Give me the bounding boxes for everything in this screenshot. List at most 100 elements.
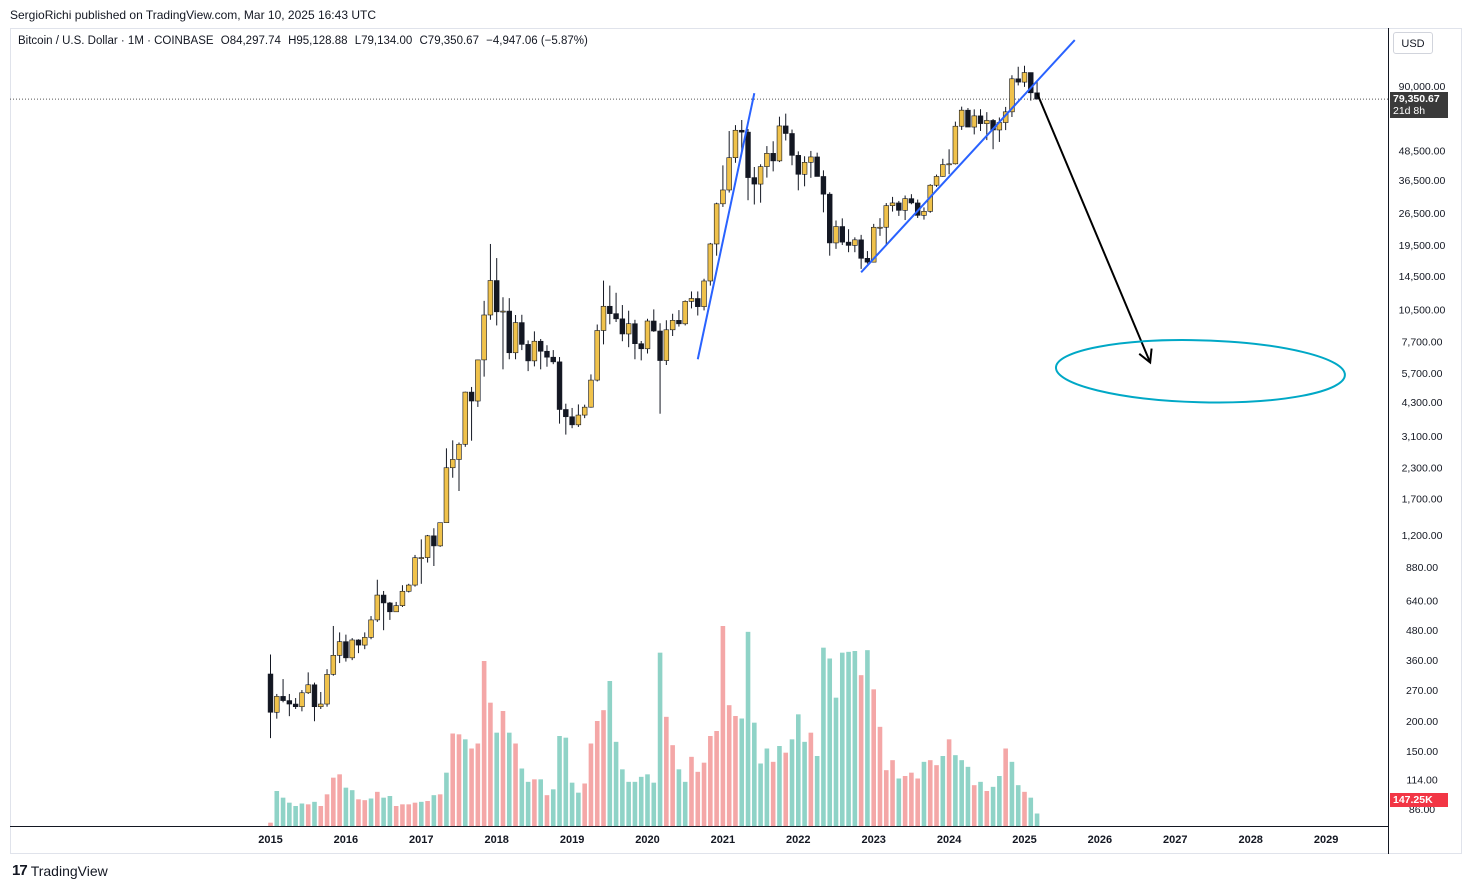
candle-body: [663, 329, 670, 361]
candle-body: [839, 226, 845, 243]
candle-body: [638, 343, 644, 350]
candle-body: [795, 155, 802, 175]
volume-bar: [557, 736, 562, 826]
price-tick-label: 150.00: [1406, 746, 1438, 758]
volume-bar: [745, 631, 751, 826]
volume-bar: [287, 802, 292, 826]
volume-bar: [846, 651, 851, 826]
volume-bar: [544, 795, 550, 826]
currency-button[interactable]: USD: [1393, 32, 1433, 54]
candle-body: [713, 203, 720, 245]
volume-bar: [676, 769, 682, 826]
candle-body: [921, 211, 927, 216]
candle-body: [481, 314, 487, 361]
volume-bar: [833, 697, 839, 826]
volume-bar: [293, 806, 298, 826]
volume-bar: [883, 770, 889, 826]
volume-bar: [550, 789, 556, 826]
volume-bar: [563, 737, 569, 826]
candle-body: [525, 344, 531, 362]
time-axis: 2015 2016 2017 2018 2019 2020 2021 2022 2023 2024…: [258, 834, 1338, 846]
volume-bar: [613, 741, 619, 826]
volume-bar: [921, 761, 927, 826]
candle-body: [1034, 92, 1040, 100]
volume-bar: [733, 716, 738, 826]
volume-bar: [462, 739, 468, 826]
candle-body: [531, 340, 538, 362]
time-axis-border: [10, 826, 1388, 827]
volume-bar: [475, 743, 481, 826]
volume-bar: [708, 736, 713, 826]
price-tick-label: 1,700.00: [1402, 494, 1443, 506]
volume-bar: [419, 801, 424, 826]
candle-body: [594, 330, 600, 381]
volume-bar: [1015, 785, 1021, 826]
price-tick-label: 10,500.00: [1399, 304, 1446, 316]
volume-bar: [764, 748, 770, 826]
volume-bar: [431, 795, 437, 826]
candle-body: [1021, 72, 1028, 83]
time-tick-label: 2019: [560, 834, 584, 846]
volume-bar: [425, 801, 430, 826]
volume-bar: [626, 781, 631, 826]
footer-brand[interactable]: 17 TradingView: [12, 862, 108, 879]
symbol-name[interactable]: Bitcoin / U.S. Dollar · 1M · COINBASE: [18, 35, 214, 47]
price-tick-label: 640.00: [1406, 595, 1438, 607]
candle-body: [657, 330, 663, 361]
candle-body: [965, 109, 971, 128]
volume-bar: [783, 752, 789, 826]
candle-body: [933, 176, 940, 186]
candle-body: [563, 409, 569, 418]
volume-bar: [739, 718, 745, 826]
time-tick-label: 2021: [711, 834, 735, 846]
volume-bar: [274, 791, 280, 826]
candle-body: [569, 416, 575, 426]
candle-body: [424, 535, 431, 558]
candle-body: [669, 320, 676, 331]
last-price-value: 79,350.67: [1393, 93, 1440, 106]
bar-countdown: 21d 8h: [1393, 105, 1426, 118]
volume-bar: [312, 801, 317, 826]
candle-body: [613, 313, 619, 320]
volume-bar: [777, 746, 782, 826]
ohlc-low: L79,134.00: [354, 35, 413, 47]
candle-body: [858, 239, 864, 259]
candle-body: [676, 320, 682, 325]
candle-body: [519, 322, 525, 345]
volume-bar: [268, 822, 273, 826]
candle-body: [889, 202, 896, 206]
time-tick-label: 2022: [786, 834, 810, 846]
last-price-tag: 79,350.67 21d 8h: [1390, 92, 1448, 119]
candle-body: [1028, 72, 1034, 94]
candle-body: [739, 129, 745, 133]
volume-bar: [576, 792, 581, 826]
candle-body: [393, 605, 399, 613]
candle-body: [311, 684, 318, 708]
candle-body: [443, 467, 450, 523]
candle-body: [776, 125, 783, 162]
symbol-legend[interactable]: Bitcoin / U.S. Dollar · 1M · COINBASE O8…: [18, 35, 592, 47]
volume-bar: [827, 658, 833, 826]
volume-bar: [582, 783, 587, 826]
candle-body: [833, 226, 839, 244]
candle-body: [726, 157, 732, 191]
volume-bar: [1034, 813, 1040, 826]
volume-bar: [456, 734, 462, 826]
volume-bar: [601, 710, 606, 826]
candle-body: [707, 243, 714, 282]
volume-bar: [689, 756, 694, 826]
price-tick-label: 880.00: [1406, 562, 1438, 574]
volume-bars: [268, 626, 1040, 826]
candle-body: [380, 594, 387, 604]
time-tick-label: 2025: [1012, 834, 1036, 846]
volume-bar: [393, 806, 399, 826]
volume-bar: [808, 732, 814, 826]
candle-body: [324, 674, 330, 705]
target-zone-ellipse: [1054, 339, 1346, 404]
price-tick-label: 480.00: [1406, 625, 1438, 637]
candle-body: [783, 125, 789, 134]
time-tick-label: 2029: [1314, 834, 1338, 846]
candle-body: [864, 258, 871, 263]
volume-bar: [1028, 797, 1034, 826]
